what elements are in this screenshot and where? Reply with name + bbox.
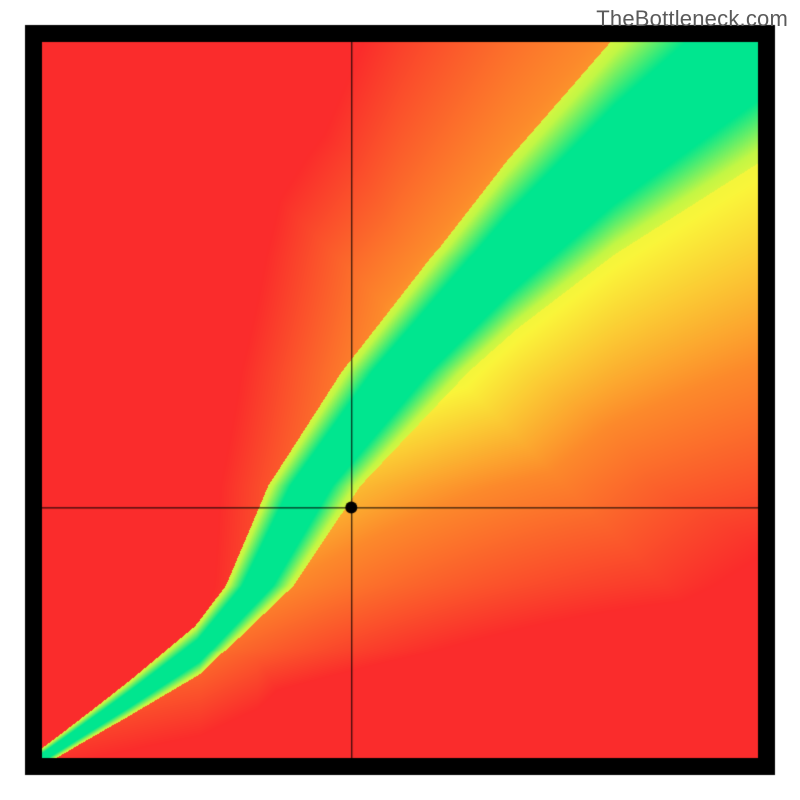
chart-container: TheBottleneck.com: [0, 0, 800, 800]
watermark-label: TheBottleneck.com: [596, 6, 788, 32]
heatmap-canvas: [0, 0, 800, 800]
